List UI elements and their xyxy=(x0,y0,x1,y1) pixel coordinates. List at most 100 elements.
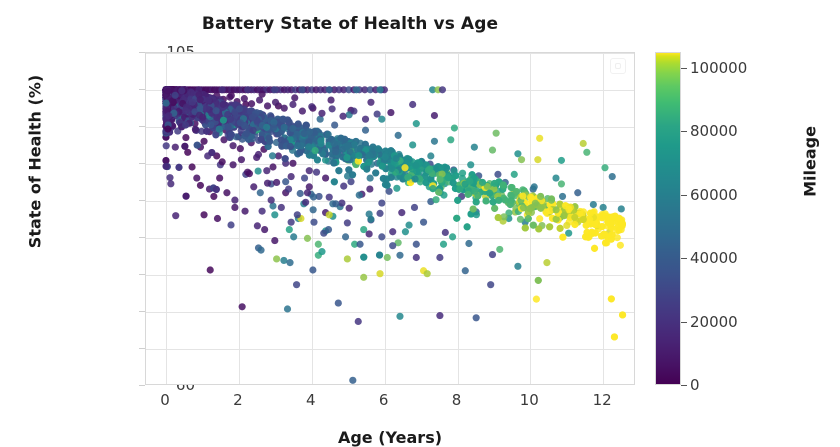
scatter-point xyxy=(430,137,439,145)
scatter-point xyxy=(331,121,339,129)
colorbar-tick-mark xyxy=(681,194,687,196)
scatter-point xyxy=(536,215,544,223)
scatter-point xyxy=(171,143,179,151)
scatter-point xyxy=(270,124,278,132)
scatter-point xyxy=(303,189,312,197)
scatter-point xyxy=(330,159,338,167)
scatter-point xyxy=(305,183,313,191)
scatter-point xyxy=(442,164,451,172)
scatter-point xyxy=(208,148,216,157)
scatter-point xyxy=(206,266,214,274)
scatter-point xyxy=(238,303,246,311)
scatter-point xyxy=(618,220,626,228)
scatter-point xyxy=(270,118,278,127)
scatter-point xyxy=(439,240,448,248)
scatter-point xyxy=(436,312,444,320)
scatter-point xyxy=(269,163,277,171)
scatter-point xyxy=(285,225,293,234)
scatter-point xyxy=(338,199,346,207)
gridline-horizontal xyxy=(146,201,634,202)
scatter-point xyxy=(200,137,208,145)
scatter-point xyxy=(318,248,326,256)
scatter-point xyxy=(196,111,204,119)
scatter-point xyxy=(411,175,419,183)
gridline-horizontal xyxy=(146,90,634,91)
colorbar-tick-mark xyxy=(681,67,687,69)
scatter-point xyxy=(263,167,271,175)
scatter-point xyxy=(241,207,249,215)
scatter-point xyxy=(487,281,495,289)
scatter-point xyxy=(565,205,573,213)
scatter-point xyxy=(360,253,368,261)
scatter-point xyxy=(162,162,170,170)
scatter-point xyxy=(552,206,560,214)
chart-title: Battery State of Health vs Age xyxy=(201,14,499,34)
scatter-point xyxy=(271,86,279,94)
scatter-point xyxy=(458,169,467,177)
scatter-point xyxy=(378,162,386,170)
scatter-point xyxy=(315,192,323,201)
scatter-point xyxy=(204,96,212,104)
gridline-vertical xyxy=(166,53,167,384)
scatter-point xyxy=(224,123,232,131)
scatter-point xyxy=(274,152,283,160)
scatter-point xyxy=(169,97,177,105)
scatter-point xyxy=(385,187,393,195)
scatter-point xyxy=(236,145,244,153)
scatter-point xyxy=(583,148,591,156)
scatter-point xyxy=(499,181,507,189)
scatter-point xyxy=(494,170,502,178)
scatter-point xyxy=(294,120,302,128)
scatter-point xyxy=(294,142,302,150)
scatter-point xyxy=(318,109,326,117)
scatter-point xyxy=(410,203,419,212)
scatter-point xyxy=(298,107,306,115)
scatter-point xyxy=(196,181,205,189)
scatter-point xyxy=(215,125,223,133)
scatter-point xyxy=(317,137,325,145)
scatter-point xyxy=(290,233,298,241)
scatter-point xyxy=(250,183,258,191)
scatter-point xyxy=(305,167,313,175)
scatter-point xyxy=(519,204,528,212)
scatter-point xyxy=(401,228,410,236)
gridline-horizontal xyxy=(146,312,634,313)
x-tick-label: 2 xyxy=(233,391,243,409)
scatter-point xyxy=(347,178,355,186)
scatter-point xyxy=(582,221,590,229)
scatter-point xyxy=(500,213,508,221)
colorbar-tick-mark xyxy=(681,131,687,133)
scatter-point xyxy=(193,141,201,149)
scatter-point xyxy=(389,228,397,236)
scatter-point xyxy=(472,211,480,219)
scatter-point xyxy=(543,259,551,267)
scatter-point xyxy=(367,98,375,106)
scatter-point xyxy=(366,174,374,182)
scatter-point xyxy=(258,90,266,98)
scatter-point xyxy=(364,158,373,166)
scatter-point xyxy=(263,179,272,187)
scatter-point xyxy=(423,270,431,278)
scatter-point xyxy=(527,193,535,201)
scatter-point xyxy=(586,216,594,224)
scatter-point xyxy=(296,148,304,157)
scatter-point xyxy=(267,196,275,204)
scatter-point xyxy=(279,115,287,123)
scatter-point xyxy=(387,109,395,117)
scatter-point xyxy=(381,180,390,189)
scatter-point xyxy=(574,189,582,197)
scatter-point xyxy=(166,174,174,182)
scatter-point xyxy=(565,229,573,237)
scatter-point xyxy=(244,86,252,94)
gridline-vertical xyxy=(238,53,240,384)
scatter-point xyxy=(396,312,404,320)
scatter-point xyxy=(280,123,288,132)
scatter-point xyxy=(300,174,309,182)
scatter-point xyxy=(367,215,375,223)
scatter-point xyxy=(289,125,297,133)
scatter-point xyxy=(341,233,350,241)
scatter-point xyxy=(449,179,457,187)
scatter-point xyxy=(289,159,297,167)
scatter-point xyxy=(512,187,521,196)
scatter-point xyxy=(343,219,351,227)
